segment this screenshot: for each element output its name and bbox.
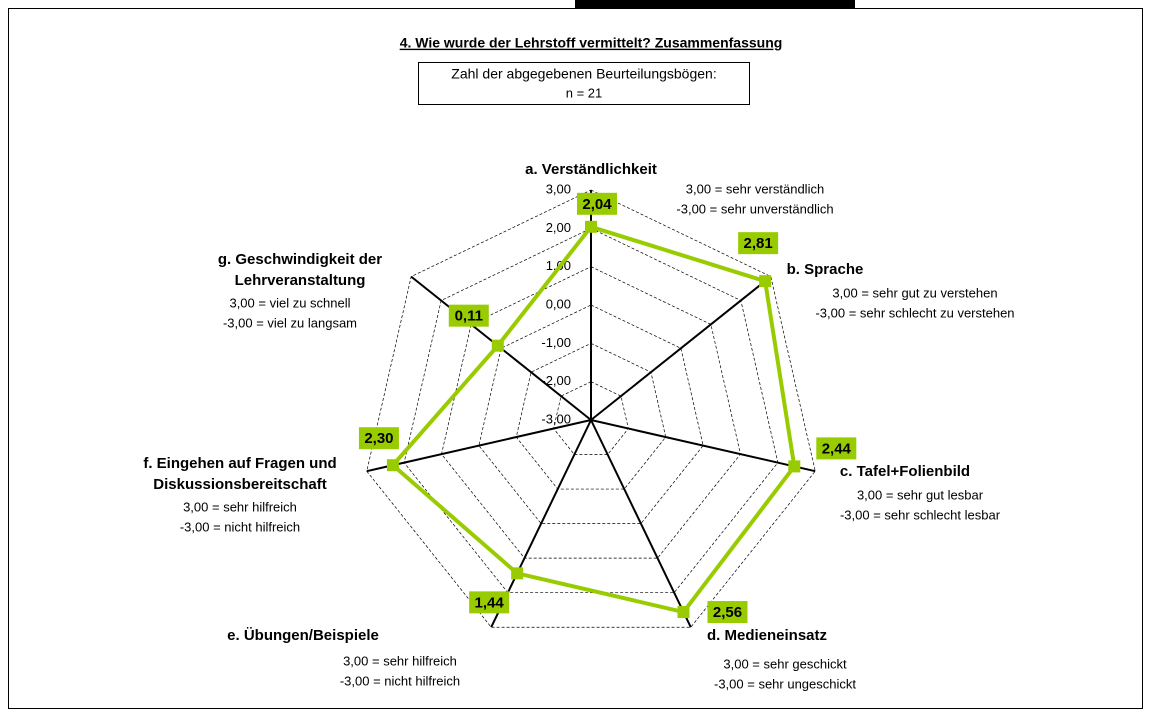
category-label: e. Übungen/Beispiele bbox=[227, 627, 379, 644]
category-note: -3,00 = viel zu langsam bbox=[223, 315, 357, 330]
r-tick-label: -3,00 bbox=[541, 411, 571, 426]
category-label: a. Verständlichkeit bbox=[525, 161, 657, 178]
category-label: g. Geschwindigkeit der bbox=[218, 251, 382, 268]
value-label: 0,11 bbox=[455, 308, 483, 325]
r-tick-label: 3,00 bbox=[546, 181, 571, 196]
marker bbox=[677, 606, 690, 619]
marker bbox=[386, 459, 399, 472]
spoke bbox=[366, 419, 592, 473]
marker bbox=[585, 220, 597, 233]
category-note: 3,00 = sehr verständlich bbox=[686, 181, 824, 196]
marker bbox=[759, 275, 772, 288]
value-label: 2,04 bbox=[582, 196, 612, 213]
value-label: 2,44 bbox=[822, 440, 852, 457]
r-tick-label: 2,00 bbox=[546, 220, 571, 235]
category-note: 3,00 = sehr hilfreich bbox=[183, 499, 297, 514]
frame bbox=[8, 8, 1143, 709]
value-label: 2,81 bbox=[744, 235, 773, 252]
category-note: -3,00 = nicht hilfreich bbox=[340, 673, 460, 688]
category-note: 3,00 = viel zu schnell bbox=[229, 295, 350, 310]
grid-line bbox=[478, 304, 704, 524]
category-note: -3,00 = sehr unverständlich bbox=[676, 201, 833, 216]
marker bbox=[491, 339, 504, 352]
r-tick-label: 0,00 bbox=[546, 296, 571, 311]
marker bbox=[511, 567, 524, 580]
chart-title: 4. Wie wurde der Lehrstoff vermittelt? Z… bbox=[400, 35, 783, 51]
grid-line bbox=[366, 189, 816, 628]
grid-line bbox=[515, 342, 667, 490]
category-note: 3,00 = sehr gut lesbar bbox=[857, 487, 984, 502]
category-note: -3,00 = sehr ungeschickt bbox=[714, 676, 856, 691]
info-text: Zahl der abgegebenen Beurteilungsbögen: bbox=[451, 66, 716, 82]
category-label: d. Medieneinsatz bbox=[707, 627, 827, 644]
value-label-box bbox=[358, 427, 399, 450]
category-note: 3,00 = sehr geschickt bbox=[723, 656, 847, 671]
r-tick-label: -1,00 bbox=[541, 335, 571, 350]
category-note: -3,00 = nicht hilfreich bbox=[180, 519, 300, 534]
value-label: 1,44 bbox=[475, 594, 505, 611]
category-label: b. Sprache bbox=[787, 261, 864, 278]
category-label: f. Eingehen auf Fragen und bbox=[143, 455, 336, 472]
spoke bbox=[590, 419, 816, 473]
value-label-box bbox=[707, 601, 748, 624]
r-tick-label: -2,00 bbox=[541, 373, 571, 388]
info-text: n = 21 bbox=[566, 85, 603, 100]
category-note: -3,00 = sehr schlecht lesbar bbox=[840, 507, 1001, 522]
value-label: 2,56 bbox=[713, 604, 742, 621]
spoke bbox=[590, 275, 772, 421]
marker bbox=[788, 460, 801, 473]
value-label-box bbox=[469, 591, 510, 614]
value-label: 2,30 bbox=[364, 430, 393, 447]
grid-line bbox=[441, 266, 741, 559]
category-note: 3,00 = sehr hilfreich bbox=[343, 653, 457, 668]
category-note: 3,00 = sehr gut zu verstehen bbox=[832, 285, 997, 300]
category-label: Diskussionsbereitschaft bbox=[153, 476, 326, 493]
category-note: -3,00 = sehr schlecht zu verstehen bbox=[815, 305, 1014, 320]
value-label-box bbox=[577, 192, 617, 215]
value-label-box bbox=[738, 232, 779, 255]
category-label: Lehrveranstaltung bbox=[235, 272, 366, 289]
grid-line bbox=[403, 227, 779, 594]
series-line bbox=[390, 224, 797, 615]
value-label-box bbox=[448, 304, 489, 327]
info-box bbox=[418, 62, 750, 105]
grid-line bbox=[553, 381, 629, 455]
value-label-box bbox=[816, 437, 857, 460]
top-bar bbox=[575, 0, 855, 8]
spoke bbox=[590, 419, 692, 628]
category-label: c. Tafel+Folienbild bbox=[840, 463, 970, 480]
